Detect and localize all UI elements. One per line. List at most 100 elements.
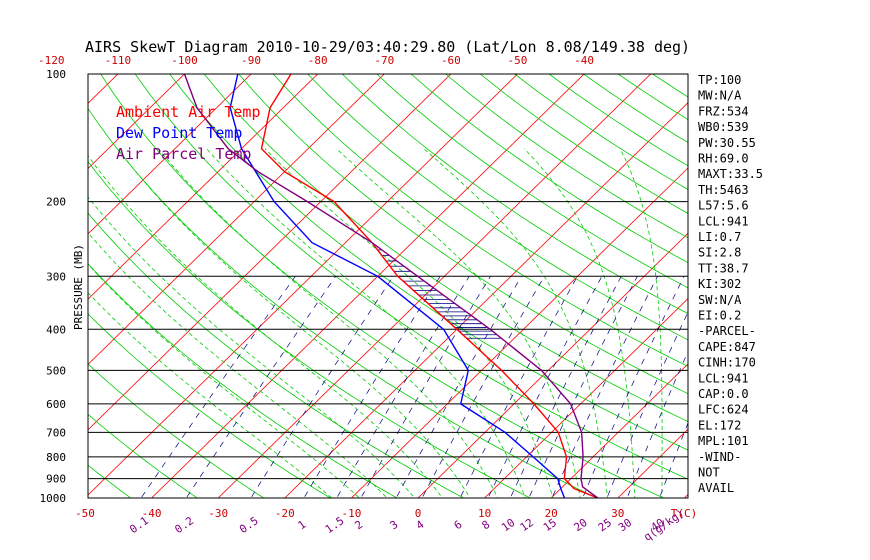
bottom-temp-tick-label: 10 bbox=[478, 507, 491, 520]
dry-adiabat-line bbox=[88, 363, 265, 498]
moist-adiabat-line bbox=[423, 148, 609, 498]
mixing-ratio-line bbox=[250, 276, 394, 498]
isotherm-line bbox=[484, 298, 688, 498]
chart-title: AIRS SkewT Diagram 2010-10-29/03:40:29.8… bbox=[85, 38, 690, 56]
bottom-temp-tick-label: -20 bbox=[275, 507, 295, 520]
mixing-ratio-line bbox=[303, 276, 441, 498]
stat-entry: CINH:170 bbox=[698, 356, 756, 370]
bottom-temp-tick-label: -10 bbox=[341, 507, 361, 520]
stat-entry: TT:38.7 bbox=[698, 261, 749, 275]
stat-entry: EI:0.2 bbox=[698, 309, 741, 323]
mixing-ratio-tick-label: 2 bbox=[352, 518, 365, 532]
stat-entry: TH:5463 bbox=[698, 183, 749, 197]
top-temp-tick-label: -110 bbox=[105, 54, 132, 67]
legend-entry: Air Parcel Temp bbox=[116, 145, 251, 163]
mixing-ratio-line bbox=[606, 311, 688, 498]
dry-adiabat-line bbox=[272, 74, 688, 367]
mixing-ratio-tick-label: 25 bbox=[596, 516, 614, 534]
isotherm-line bbox=[808, 65, 870, 507]
dry-adiabat-line bbox=[410, 74, 688, 264]
stat-entry: L57:5.6 bbox=[698, 199, 749, 213]
mixing-ratio-tick-label: 15 bbox=[541, 516, 559, 534]
mixing-ratio-tick-label: 20 bbox=[571, 516, 589, 534]
dry-adiabat-line bbox=[88, 413, 198, 498]
stat-entry: CAP:0.0 bbox=[698, 387, 749, 401]
pressure-tick-label: 900 bbox=[46, 473, 66, 486]
isotherm-line bbox=[350, 167, 688, 498]
mixing-ratio-line bbox=[659, 422, 688, 498]
stat-entry: KI:302 bbox=[698, 277, 741, 291]
pressure-tick-label: 800 bbox=[46, 451, 66, 464]
dry-adiabat-line bbox=[169, 74, 688, 451]
pressure-tick-label: 400 bbox=[46, 323, 66, 336]
mixing-ratio-tick-label: 8 bbox=[480, 518, 493, 532]
stat-entry: LFC:624 bbox=[698, 403, 749, 417]
isotherm-line bbox=[88, 74, 452, 431]
isotherm-line bbox=[88, 74, 319, 300]
top-temp-tick-label: -40 bbox=[574, 54, 594, 67]
pressure-tick-label: 200 bbox=[46, 196, 66, 209]
bottom-temp-tick-label: 20 bbox=[545, 507, 558, 520]
dry-adiabat-line bbox=[88, 212, 465, 498]
isotherm-line bbox=[742, 65, 870, 507]
stat-entry: LI:0.7 bbox=[698, 230, 741, 244]
mixing-ratio-line bbox=[509, 276, 622, 498]
isotherm-line bbox=[284, 102, 688, 498]
mixing-ratio-tick-label: 30 bbox=[616, 516, 634, 534]
stat-entry: PW:30.55 bbox=[698, 136, 756, 150]
stat-entry: RH:69.0 bbox=[698, 152, 749, 166]
profile-lines bbox=[183, 74, 599, 498]
mixing-ratio-tick-label: 4 bbox=[414, 518, 427, 533]
legend: Ambient Air Temp Dew Point Temp Air Parcel… bbox=[116, 103, 261, 163]
isotherm-line bbox=[88, 74, 186, 170]
mixing-ratio-line bbox=[528, 276, 638, 498]
dry-adiabat-line bbox=[88, 313, 332, 498]
isotherm-line bbox=[151, 74, 585, 498]
stat-entry: FRZ:534 bbox=[698, 104, 749, 118]
mixing-ratio-line bbox=[487, 276, 603, 498]
top-temp-tick-label: -70 bbox=[374, 54, 394, 67]
bottom-temp-tick-label: 0 bbox=[415, 507, 422, 520]
pressure-tick-label: 700 bbox=[46, 426, 66, 439]
top-temp-tick-label: -50 bbox=[508, 54, 528, 67]
stat-entry: AVAIL bbox=[698, 481, 734, 495]
stat-entry: MW:N/A bbox=[698, 89, 742, 103]
mixing-ratio-line bbox=[421, 276, 545, 498]
dry-adiabat-line bbox=[238, 74, 688, 395]
top-temp-tick-label: -60 bbox=[441, 54, 461, 67]
mixing-ratio-unit: q(g/kg) bbox=[641, 507, 686, 544]
stat-entry: MPL:101 bbox=[698, 434, 749, 448]
mixing-ratio-tick-label: 40 bbox=[648, 516, 666, 534]
stat-entry: WB0:539 bbox=[698, 120, 749, 134]
mixing-ratio-line bbox=[626, 350, 688, 498]
mixing-ratio-line bbox=[551, 276, 658, 498]
dry-adiabat-line bbox=[756, 74, 870, 507]
stat-entry: LCL:941 bbox=[698, 214, 749, 228]
mixing-ratio-line bbox=[459, 276, 578, 498]
isotherm-line bbox=[417, 232, 688, 498]
dry-adiabat-line bbox=[652, 74, 688, 98]
isotherm-line bbox=[617, 428, 688, 498]
top-temp-tick-label: -90 bbox=[241, 54, 261, 67]
mixing-ratio-tick-label: 12 bbox=[518, 516, 536, 534]
dry-adiabat-line bbox=[307, 74, 688, 341]
mixing-ratio-line bbox=[360, 276, 491, 498]
stat-entry: EL:172 bbox=[698, 418, 741, 432]
stat-entry: CAPE:847 bbox=[698, 340, 756, 354]
profile-line bbox=[229, 74, 566, 498]
bottom-temp-unit: T(C) bbox=[671, 507, 698, 520]
mixing-ratio-tick-label: 3 bbox=[388, 518, 401, 532]
dry-adiabat-line bbox=[88, 263, 398, 498]
dry-adiabat-line bbox=[376, 74, 688, 289]
moist-adiabat-line bbox=[206, 148, 526, 498]
bottom-temp-tick-label: 30 bbox=[611, 507, 624, 520]
pressure-tick-label: 500 bbox=[46, 364, 66, 377]
dry-adiabat-line bbox=[134, 74, 688, 480]
profile-line bbox=[183, 74, 599, 498]
mixing-ratio-tick-label: 0.5 bbox=[237, 514, 261, 536]
isotherm-line bbox=[550, 363, 688, 498]
mixing-ratio-line bbox=[336, 276, 470, 498]
dry-adiabat-line bbox=[203, 74, 688, 423]
stat-entry: SW:N/A bbox=[698, 293, 742, 307]
